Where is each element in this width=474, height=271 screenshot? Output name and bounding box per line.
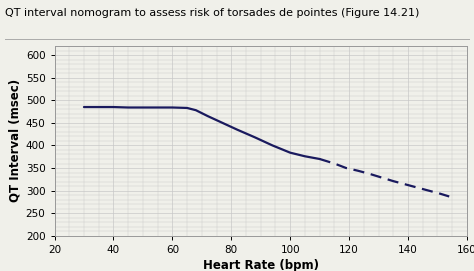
X-axis label: Heart Rate (bpm): Heart Rate (bpm) bbox=[203, 259, 319, 271]
Y-axis label: QT Interval (msec): QT Interval (msec) bbox=[9, 79, 21, 202]
Text: QT interval nomogram to assess risk of torsades de pointes (Figure 14.21): QT interval nomogram to assess risk of t… bbox=[5, 8, 419, 18]
